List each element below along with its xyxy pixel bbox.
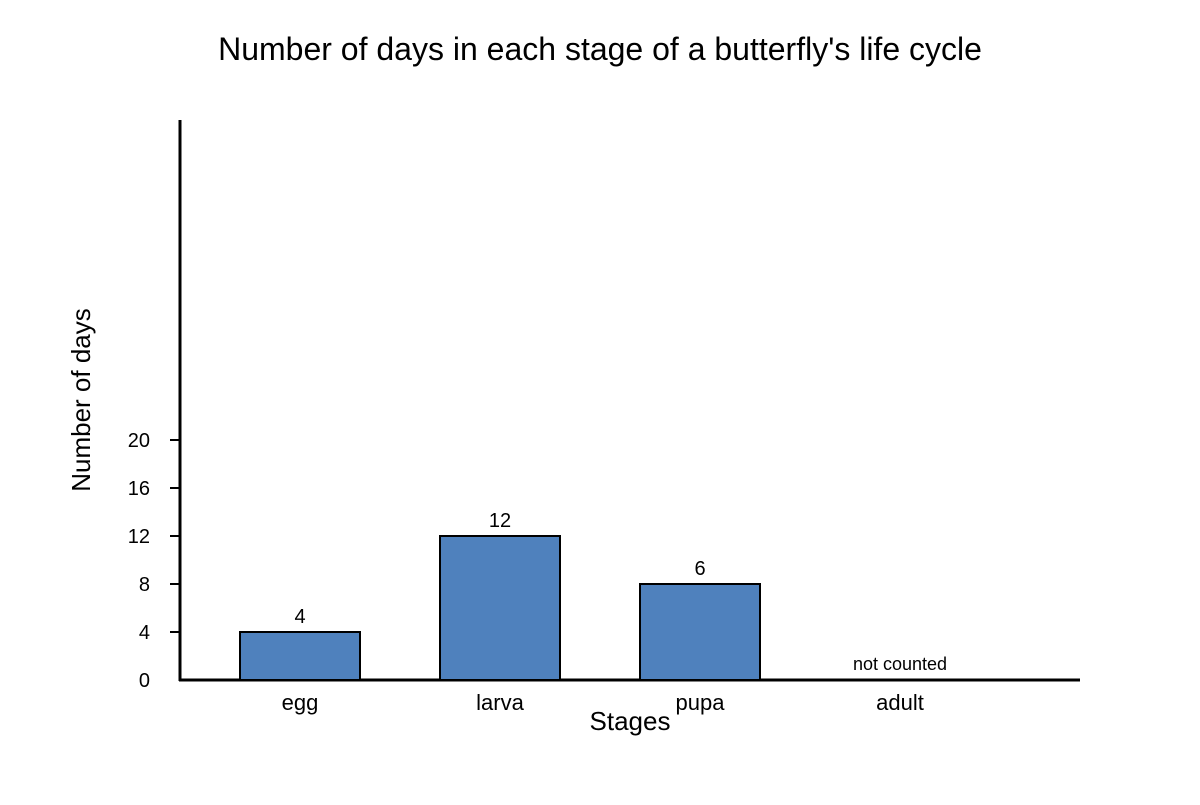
y-axis-title: Number of days: [66, 308, 96, 492]
y-tick-label: 20: [128, 430, 150, 452]
x-tick-label-larva: larva: [476, 690, 524, 715]
x-tick-label-adult: adult: [876, 690, 924, 715]
data-label-adult: not counted: [853, 654, 947, 674]
bar-larva: [439, 535, 561, 681]
y-tick-group: 0 4 8 12 16 20: [128, 430, 180, 692]
x-tick-label-group: egg larva pupa adult: [282, 690, 924, 715]
data-label-larva: 12: [489, 510, 511, 532]
bar-group: [239, 535, 761, 681]
y-tick-label: 4: [139, 622, 150, 644]
data-label-egg: 4: [294, 606, 305, 628]
y-tick-label: 8: [139, 574, 150, 596]
y-tick-label: 0: [139, 670, 150, 692]
data-label-pupa: 6: [694, 558, 705, 580]
data-label-group: 4 12 6 not counted: [294, 510, 947, 674]
x-tick-label-egg: egg: [282, 690, 319, 715]
y-tick-label: 12: [128, 526, 150, 548]
x-axis-title: Stages: [590, 706, 671, 736]
bar-egg: [239, 631, 361, 681]
x-tick-label-pupa: pupa: [676, 690, 726, 715]
bar-pupa: [639, 583, 761, 681]
chart-title: Number of days in each stage of a butter…: [218, 31, 982, 67]
y-tick-label: 16: [128, 478, 150, 500]
